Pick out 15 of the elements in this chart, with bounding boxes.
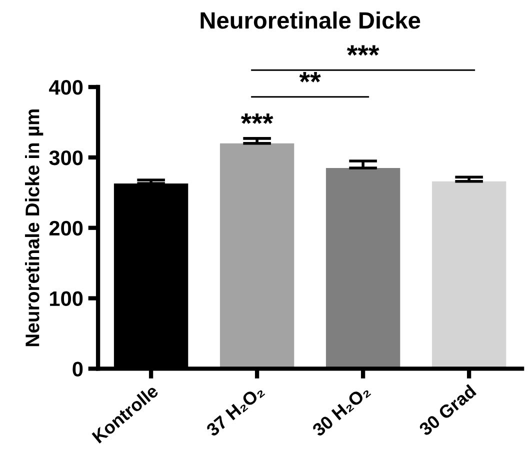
y-tick-label: 100 — [50, 291, 83, 306]
y-tick-label: 300 — [49, 150, 83, 166]
text: ** — [299, 72, 321, 82]
x-tick-label: 37 H₂O₂ — [205, 384, 266, 438]
y-tick-label: 400 — [49, 80, 83, 95]
y-tick-label: 200 — [49, 220, 83, 236]
chart-title: Neuroretinale Dicke — [200, 11, 420, 29]
bar — [220, 143, 294, 369]
annotation: *** — [240, 114, 274, 124]
bar — [326, 168, 400, 369]
text: *** — [346, 45, 380, 56]
y-axis-title: Neuroretinale Dicke in µm — [25, 109, 44, 346]
x-tick-label: 30 H₂O₂ — [311, 384, 372, 438]
bar — [432, 181, 506, 369]
y-tick-label: 0 — [72, 362, 83, 376]
